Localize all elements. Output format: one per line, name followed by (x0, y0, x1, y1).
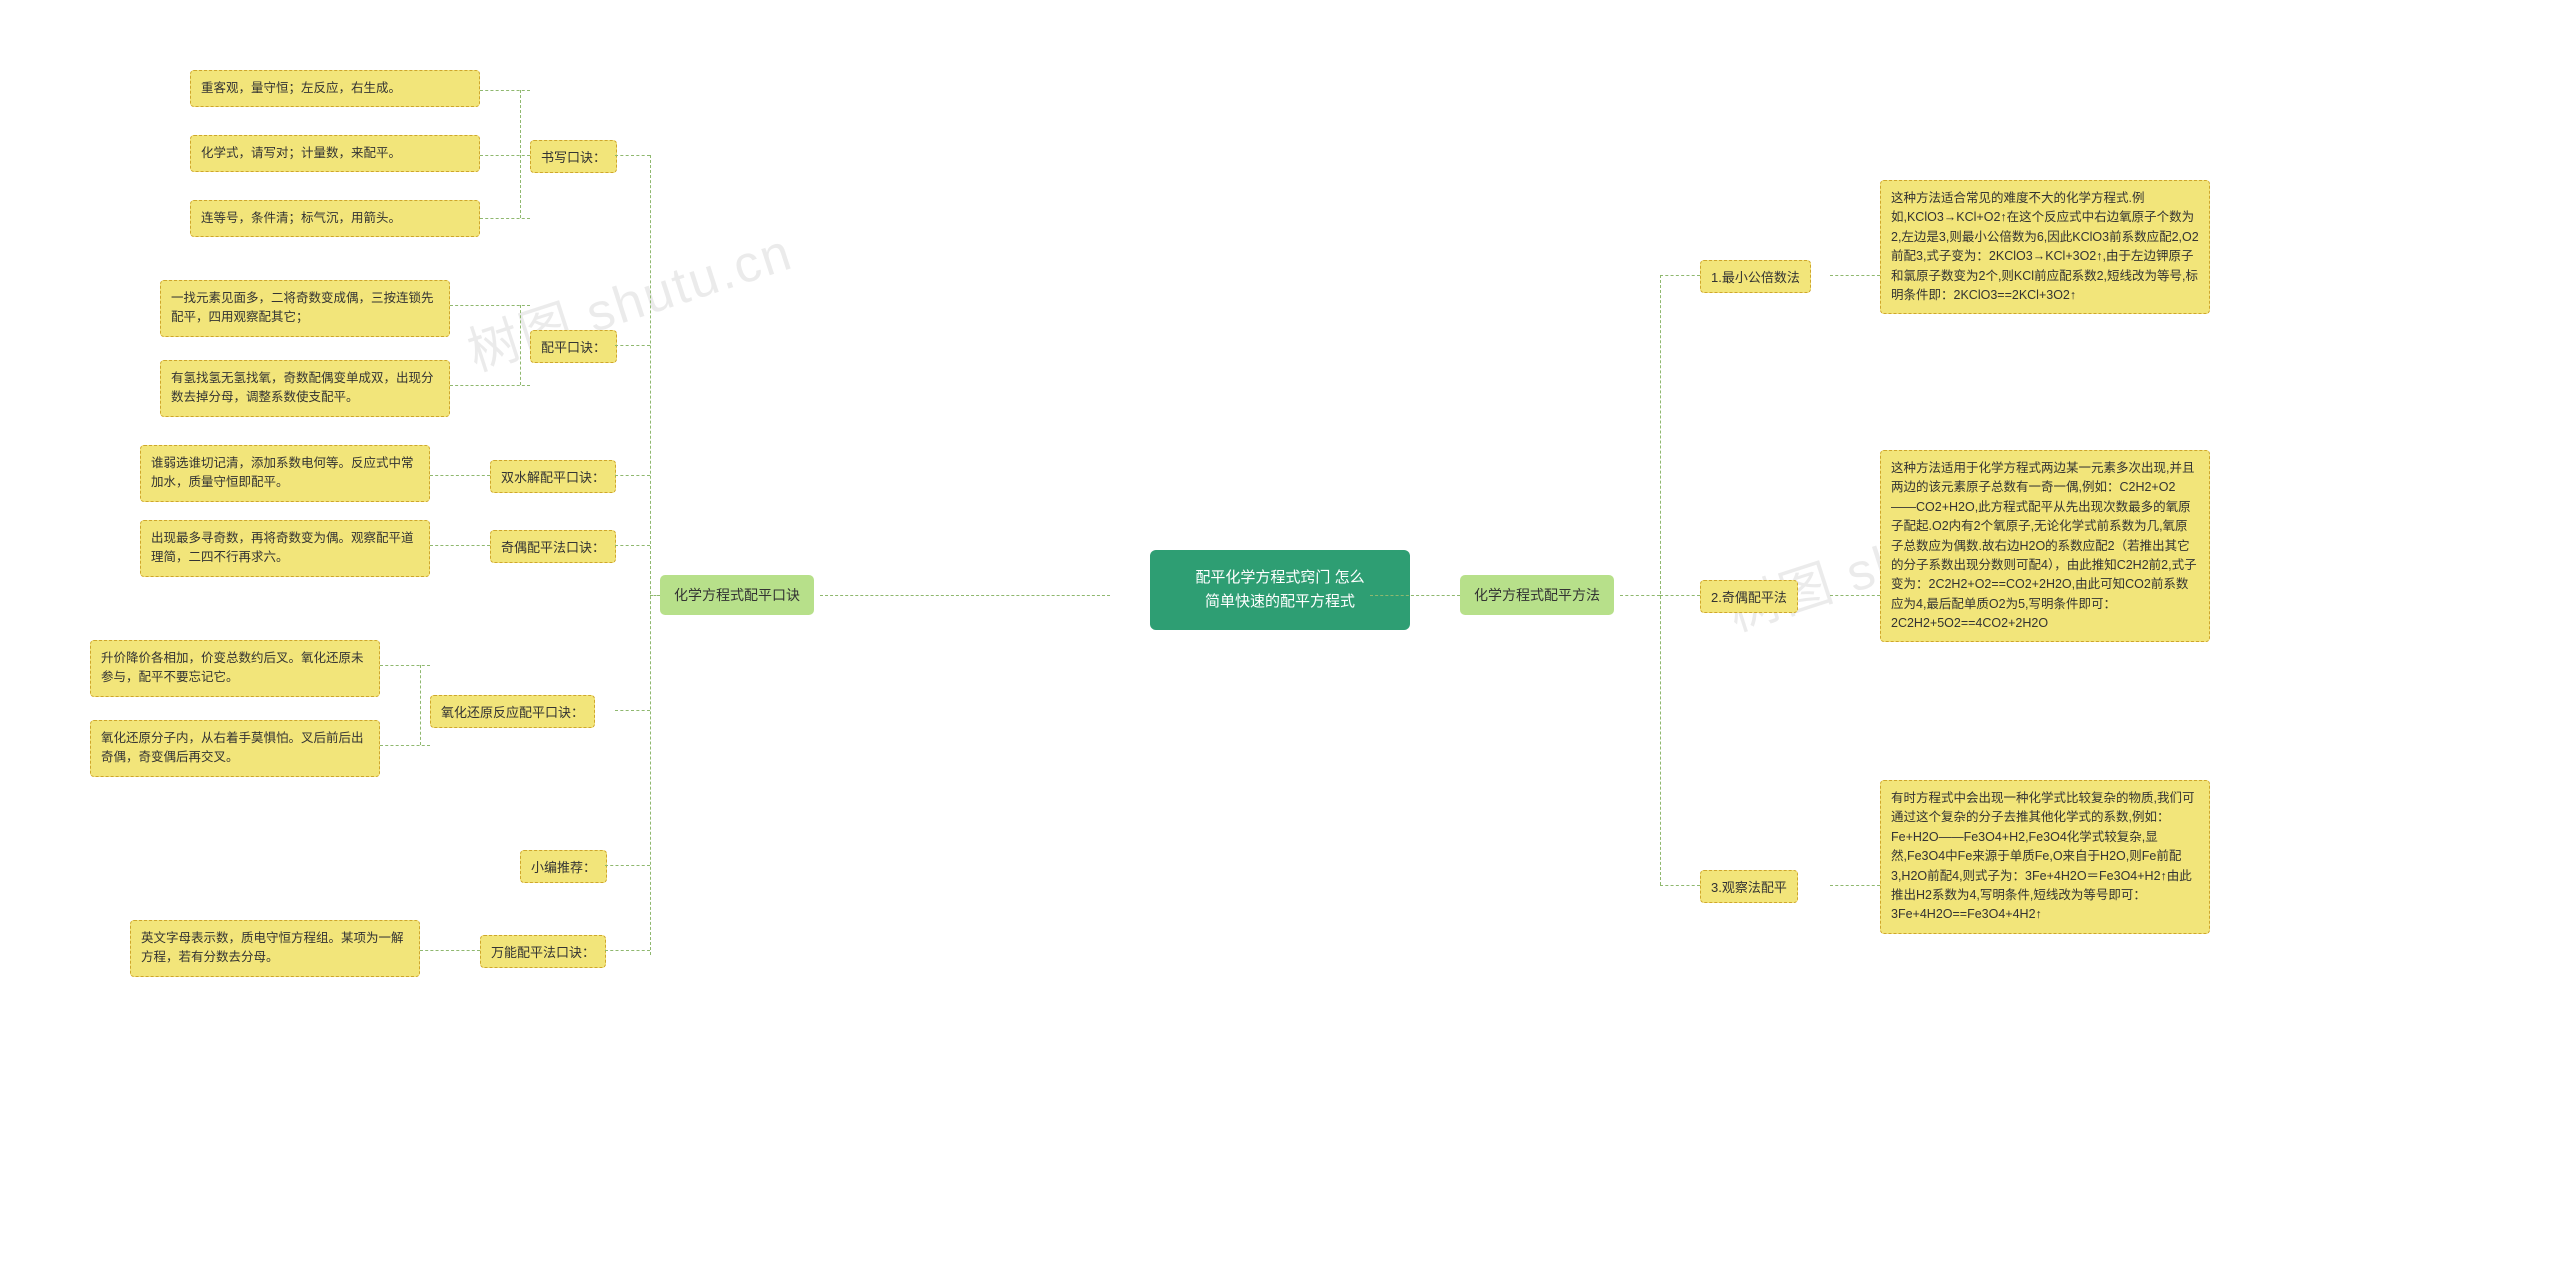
connector (1660, 275, 1661, 885)
leaf-method-2: 这种方法适用于化学方程式两边某一元素多次出现,并且两边的该元素原子总数有一奇一偶… (1880, 450, 2210, 642)
leaf-writing-2: 连等号，条件清；标气沉，用箭头。 (190, 200, 480, 237)
cat-method-1: 1.最小公倍数法 (1700, 260, 1811, 293)
root-line1: 配平化学方程式窍门 怎么 (1174, 566, 1386, 590)
connector (480, 155, 530, 156)
cat-editor-rec: 小编推荐： (520, 850, 607, 883)
connector (1660, 595, 1700, 596)
connector (605, 950, 650, 951)
root-line2: 简单快速的配平方程式 (1174, 590, 1386, 614)
leaf-odd-even-0: 出现最多寻奇数，再将奇数变为偶。观察配平道理简，二四不行再求六。 (140, 520, 430, 577)
connector (420, 665, 421, 745)
cat-method-2: 2.奇偶配平法 (1700, 580, 1798, 613)
connector (480, 218, 530, 219)
leaf-method-3: 有时方程式中会出现一种化学式比较复杂的物质,我们可通过这个复杂的分子去推其他化学… (1880, 780, 2210, 934)
connector (605, 865, 650, 866)
left-branch-title: 化学方程式配平口诀 (660, 575, 814, 615)
mindmap-canvas: 配平化学方程式窍门 怎么 简单快速的配平方程式 化学方程式配平口诀 化学方程式配… (60, 40, 2500, 1140)
leaf-universal-0: 英文字母表示数，质电守恒方程组。某项为一解方程，若有分数去分母。 (130, 920, 420, 977)
connector (820, 595, 1110, 596)
connector (430, 475, 490, 476)
connector (430, 545, 490, 546)
leaf-double-hydro-0: 谁弱选谁切记清，添加系数电何等。反应式中常加水，质量守恒即配平。 (140, 445, 430, 502)
connector (615, 155, 650, 156)
connector (1620, 595, 1660, 596)
leaf-redox-1: 氧化还原分子内，从右着手莫惧怕。叉后前后出奇偶，奇变偶后再交叉。 (90, 720, 380, 777)
connector (1660, 275, 1700, 276)
connector (450, 385, 530, 386)
connector (615, 345, 650, 346)
connector (1830, 885, 1880, 886)
connector (1370, 595, 1460, 596)
connector (420, 950, 480, 951)
leaf-balance-1: 有氢找氢无氢找氧，奇数配偶变单成双，出现分数去掉分母，调整系数使支配平。 (160, 360, 450, 417)
cat-universal: 万能配平法口诀： (480, 935, 606, 968)
connector (520, 90, 521, 218)
connector (450, 305, 530, 306)
leaf-method-1: 这种方法适合常见的难度不大的化学方程式.例如,KClO3→KCl+O2↑在这个反… (1880, 180, 2210, 314)
cat-writing: 书写口诀： (530, 140, 617, 173)
connector (615, 475, 650, 476)
cat-redox: 氧化还原反应配平口诀： (430, 695, 595, 728)
cat-method-3: 3.观察法配平 (1700, 870, 1798, 903)
leaf-writing-0: 重客观，量守恒；左反应，右生成。 (190, 70, 480, 107)
leaf-redox-0: 升价降价各相加，价变总数约后叉。氧化还原未参与，配平不要忘记它。 (90, 640, 380, 697)
leaf-balance-0: 一找元素见面多，二将奇数变成偶，三按连锁先配平，四用观察配其它； (160, 280, 450, 337)
connector (380, 745, 430, 746)
connector (650, 155, 651, 955)
cat-odd-even: 奇偶配平法口诀： (490, 530, 616, 563)
connector (1660, 885, 1700, 886)
connector (650, 595, 660, 596)
leaf-writing-1: 化学式，请写对；计量数，来配平。 (190, 135, 480, 172)
connector (615, 710, 650, 711)
root-node: 配平化学方程式窍门 怎么 简单快速的配平方程式 (1150, 550, 1410, 630)
connector (480, 90, 530, 91)
connector (615, 545, 650, 546)
connector (380, 665, 430, 666)
connector (1830, 275, 1880, 276)
cat-balance: 配平口诀： (530, 330, 617, 363)
right-branch-title: 化学方程式配平方法 (1460, 575, 1614, 615)
cat-double-hydro: 双水解配平口诀： (490, 460, 616, 493)
connector (1830, 595, 1880, 596)
connector (520, 305, 521, 385)
